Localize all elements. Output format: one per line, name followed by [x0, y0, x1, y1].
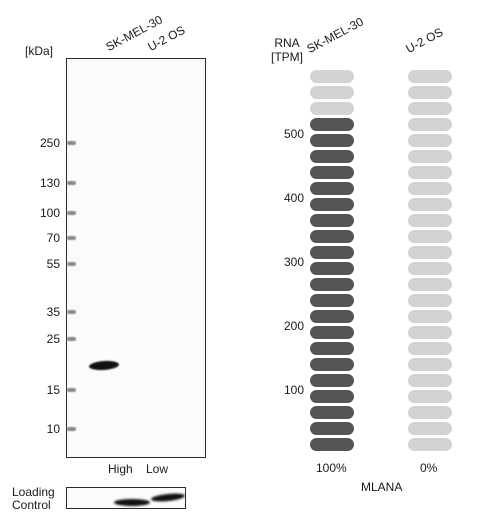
rna-cell: [310, 358, 354, 371]
rna-cell: [310, 166, 354, 179]
ladder-band-25: [67, 337, 76, 341]
marker-label-35: 35: [46, 305, 60, 319]
rna-cell: [408, 342, 452, 355]
loading-control-label-line1: Loading: [12, 485, 55, 499]
rna-cell: [408, 134, 452, 147]
rna-cell: [310, 118, 354, 131]
rna-cell: [310, 246, 354, 259]
rna-tick-100: 100: [283, 383, 304, 397]
loading-control-label: Loading Control: [12, 486, 55, 512]
rna-cell: [310, 342, 354, 355]
rna-header-line2: [TPM]: [271, 50, 303, 64]
rna-tick-200: 200: [283, 319, 304, 333]
rna-cell: [310, 214, 354, 227]
rna-tick-400: 400: [283, 191, 304, 205]
rna-cell: [408, 230, 452, 243]
rna-header-line1: RNA: [274, 36, 300, 50]
rna-cell: [408, 246, 452, 259]
rna-cell: [310, 86, 354, 99]
rna-cell: [310, 70, 354, 83]
gene-name-label: MLANA: [361, 480, 403, 494]
rna-cell: [408, 278, 452, 291]
marker-label-15: 15: [46, 383, 60, 397]
marker-label-130: 130: [39, 176, 60, 190]
rna-cell: [408, 166, 452, 179]
rna-cell: [310, 374, 354, 387]
marker-label-250: 250: [39, 136, 60, 150]
loading-band-u-2-os: [150, 492, 185, 503]
rna-cell: [408, 150, 452, 163]
rna-cell: [408, 406, 452, 419]
ladder-band-55: [67, 262, 76, 266]
rna-cell: [310, 390, 354, 403]
rna-cell: [310, 422, 354, 435]
loading-band-sk-mel-30: [114, 499, 150, 506]
rna-percent-sk-mel-30: 100%: [316, 461, 347, 475]
rna-cell: [310, 278, 354, 291]
ladder-band-15: [67, 388, 76, 392]
rna-cell: [408, 86, 452, 99]
rna-tpm-header: RNA [TPM]: [271, 36, 303, 64]
rna-cell: [408, 294, 452, 307]
rna-cell: [408, 214, 452, 227]
western-blot-membrane: [66, 58, 206, 458]
rna-sample-header-u-2-os: U-2 OS: [403, 24, 446, 56]
rna-cell: [408, 102, 452, 115]
ladder-band-130: [67, 181, 76, 185]
rna-cell: [408, 438, 452, 451]
rna-cell: [310, 230, 354, 243]
rna-cell: [408, 358, 452, 371]
marker-label-70: 70: [46, 231, 60, 245]
lane-label-low: Low: [146, 462, 169, 476]
kda-unit-label: [kDa]: [25, 44, 54, 58]
rna-cell: [310, 310, 354, 323]
rna-tick-300: 300: [283, 255, 304, 269]
rna-cell: [310, 198, 354, 211]
rna-cell: [408, 390, 452, 403]
rna-cell: [310, 182, 354, 195]
rna-cell: [408, 70, 452, 83]
marker-label-25: 25: [46, 332, 60, 346]
rna-cell: [310, 134, 354, 147]
rna-sample-header-sk-mel-30: SK-MEL-30: [304, 14, 366, 56]
lane-label-high: High: [108, 462, 133, 476]
rna-cell: [310, 102, 354, 115]
ladder-band-35: [67, 310, 76, 314]
marker-label-55: 55: [46, 257, 60, 271]
rna-tick-500: 500: [283, 127, 304, 141]
rna-cell: [408, 118, 452, 131]
rna-cell: [408, 374, 452, 387]
loading-control-label-line2: Control: [12, 498, 51, 512]
ladder-band-100: [67, 211, 76, 215]
rna-cell: [408, 262, 452, 275]
rna-cell: [310, 150, 354, 163]
rna-cell: [310, 438, 354, 451]
rna-cell: [408, 326, 452, 339]
rna-cell: [408, 198, 452, 211]
marker-label-100: 100: [39, 206, 60, 220]
rna-percent-u-2-os: 0%: [420, 461, 438, 475]
marker-label-10: 10: [46, 422, 60, 436]
ladder-band-70: [67, 236, 76, 240]
rna-cell: [310, 406, 354, 419]
ladder-band-250: [67, 141, 76, 145]
rna-cell: [408, 182, 452, 195]
rna-cell: [310, 294, 354, 307]
loading-control-blot: [66, 487, 186, 509]
rna-cell: [408, 422, 452, 435]
rna-cell: [310, 262, 354, 275]
ladder-band-10: [67, 427, 76, 431]
rna-cell: [408, 310, 452, 323]
rna-cell: [310, 326, 354, 339]
